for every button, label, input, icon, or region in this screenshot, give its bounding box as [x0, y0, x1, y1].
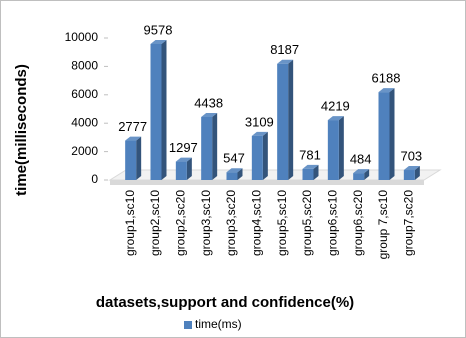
value-label: 8187: [270, 42, 299, 57]
value-label: 547: [223, 151, 245, 166]
value-label: 3109: [245, 114, 274, 129]
bar-top: [277, 59, 294, 64]
floor-edge: [110, 180, 424, 185]
bar: [277, 63, 289, 180]
x-tick-label: group2,sc20: [174, 190, 188, 256]
bar-top: [201, 112, 218, 117]
bar-side: [338, 116, 344, 180]
x-tick-label: group5,sc20: [300, 190, 314, 256]
x-tick-label: group3,sc10: [199, 190, 213, 256]
bar: [353, 173, 365, 180]
value-label: 2777: [118, 119, 147, 134]
bar-top: [226, 168, 243, 173]
bar-top: [125, 136, 142, 141]
bar-side: [161, 39, 167, 180]
bar: [226, 172, 238, 180]
bar: [302, 168, 314, 180]
bar-top: [353, 169, 370, 174]
bar: [201, 116, 213, 180]
y-tick-label: 6000: [71, 87, 98, 101]
value-label: 6188: [372, 71, 401, 86]
bar-side: [262, 131, 268, 180]
x-tick-label: group3,sc20: [224, 190, 238, 256]
bar-top: [327, 116, 344, 121]
bar: [150, 43, 162, 180]
value-label: 9578: [144, 22, 173, 37]
x-tick-label: group5,sc10: [275, 190, 289, 256]
x-axis-title: datasets,support and confidence(%): [96, 294, 354, 311]
x-tick-label: group4,sc10: [250, 190, 264, 256]
x-tick-label: group6,sc20: [351, 190, 365, 256]
legend-label: time(ms): [195, 317, 242, 331]
bar-top: [378, 88, 395, 93]
bar-side: [237, 168, 243, 180]
bar-top: [403, 166, 420, 171]
bar: [378, 92, 390, 180]
bar-side: [288, 59, 294, 180]
value-label: 781: [299, 147, 321, 162]
bar: [327, 120, 339, 180]
bar: [251, 135, 263, 180]
value-label: 1297: [169, 140, 198, 155]
bar-top: [175, 157, 192, 162]
y-tick-label: 10000: [65, 30, 99, 44]
bar-side: [389, 88, 395, 180]
y-tick-label: 2000: [71, 144, 98, 158]
y-axis-title: time(milliseconds): [13, 64, 30, 196]
value-label: 4219: [321, 99, 350, 114]
bar-top: [302, 164, 319, 169]
bar-side: [186, 157, 192, 180]
bar-side: [212, 112, 218, 180]
bar: [175, 161, 187, 180]
y-tick-label: 0: [91, 172, 98, 186]
bar-side: [414, 166, 420, 180]
x-tick-label: group 7,sc10: [376, 190, 390, 260]
bar: [125, 140, 137, 180]
x-tick-label: group6,sc10: [326, 190, 340, 256]
bar: [403, 170, 415, 180]
bar-side: [136, 136, 142, 180]
x-tick-label: group7,sc20: [402, 190, 416, 256]
y-tick-label: 4000: [71, 115, 98, 129]
value-label: 484: [350, 152, 372, 167]
value-label: 4438: [194, 95, 223, 110]
x-tick-label: group1,sc10: [123, 190, 137, 256]
y-tick-label: 8000: [71, 59, 98, 73]
legend-swatch: [184, 321, 192, 329]
bar-top: [251, 131, 268, 136]
value-label: 703: [400, 148, 422, 163]
bar-side: [364, 169, 370, 180]
x-tick-label: group2,sc10: [148, 190, 162, 256]
bar-top: [150, 39, 167, 44]
bar-side: [313, 164, 319, 180]
